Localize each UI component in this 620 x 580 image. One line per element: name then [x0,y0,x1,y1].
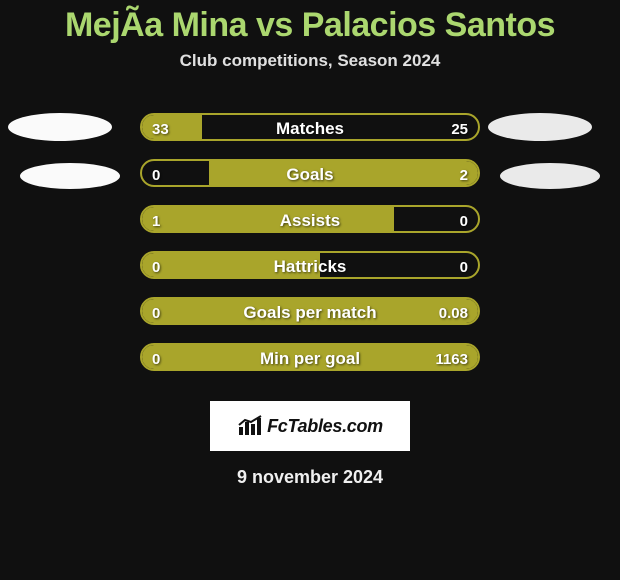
stat-row: 10Assists [0,205,620,251]
stats-area: 3325Matches 02Goals 10Assists 00Hattricks 00… [0,113,620,389]
bar-track: 10Assists [140,205,480,233]
stat-label: Min per goal [142,345,478,371]
bar-track: 02Goals [140,159,480,187]
stat-row: 3325Matches [0,113,620,159]
bar-track: 3325Matches [140,113,480,141]
bar-track: 01163Min per goal [140,343,480,371]
subtitle: Club competitions, Season 2024 [0,51,620,71]
stat-label: Goals [142,161,478,187]
stat-label: Hattricks [142,253,478,279]
logo-box: FcTables.com [210,401,410,451]
stat-row: 01163Min per goal [0,343,620,389]
stat-label: Assists [142,207,478,233]
stat-label: Matches [142,115,478,141]
date-text: 9 november 2024 [0,467,620,488]
stat-row: 02Goals [0,159,620,205]
stat-label: Goals per match [142,299,478,325]
logo-text: FcTables.com [267,416,383,437]
bar-track: 00Hattricks [140,251,480,279]
chart-icon [237,415,263,437]
stat-row: 00Hattricks [0,251,620,297]
bar-track: 00.08Goals per match [140,297,480,325]
stat-row: 00.08Goals per match [0,297,620,343]
page-title: MejÃ­a Mina vs Palacios Santos [0,0,620,45]
